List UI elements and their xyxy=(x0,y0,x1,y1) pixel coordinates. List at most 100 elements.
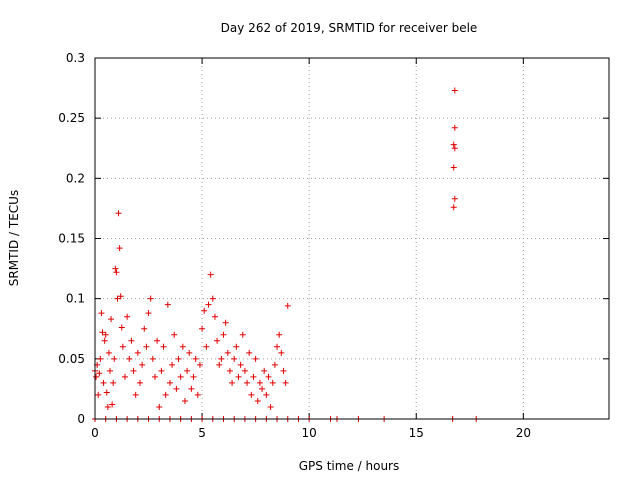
data-point xyxy=(114,295,121,302)
data-point xyxy=(136,379,143,386)
x-tick-label: 0 xyxy=(91,426,99,440)
data-point xyxy=(233,343,240,350)
data-point xyxy=(116,245,123,252)
data-point xyxy=(271,361,278,368)
data-point xyxy=(93,373,100,380)
data-point xyxy=(104,403,111,410)
y-tick-label: 0.3 xyxy=(66,51,85,65)
data-point xyxy=(246,349,253,356)
data-point xyxy=(188,385,195,392)
data-point xyxy=(218,355,225,362)
y-tick-label: 0.05 xyxy=(58,352,85,366)
data-point xyxy=(224,349,231,356)
data-point xyxy=(192,355,199,362)
data-point xyxy=(190,373,197,380)
data-point xyxy=(220,331,227,338)
data-point xyxy=(196,361,203,368)
data-point xyxy=(139,361,146,368)
data-point xyxy=(112,265,119,272)
data-point xyxy=(276,331,283,338)
data-point xyxy=(177,373,184,380)
data-point xyxy=(111,355,118,362)
data-point xyxy=(267,403,274,410)
data-point xyxy=(237,361,244,368)
data-point xyxy=(181,397,188,404)
data-point xyxy=(109,401,116,408)
y-tick-label: 0.25 xyxy=(58,111,85,125)
data-point xyxy=(229,379,236,386)
data-point xyxy=(261,367,268,374)
data-point xyxy=(450,141,457,148)
data-point xyxy=(214,337,221,344)
data-point xyxy=(278,349,285,356)
data-point xyxy=(451,145,458,152)
data-point xyxy=(186,349,193,356)
data-point xyxy=(103,389,110,396)
data-point xyxy=(96,370,103,377)
data-point xyxy=(209,295,216,302)
data-point xyxy=(97,355,104,362)
data-point xyxy=(280,367,287,374)
data-point xyxy=(147,295,154,302)
data-point xyxy=(451,195,458,202)
data-point xyxy=(248,391,255,398)
data-point xyxy=(226,367,233,374)
x-tick-label: 15 xyxy=(409,426,424,440)
data-point xyxy=(132,391,139,398)
data-point xyxy=(124,313,131,320)
chart-title: Day 262 of 2019, SRMTID for receiver bel… xyxy=(221,21,478,35)
data-point xyxy=(450,164,457,171)
data-point xyxy=(134,349,141,356)
data-point xyxy=(115,210,122,217)
data-point xyxy=(162,391,169,398)
data-point xyxy=(207,271,214,278)
data-point xyxy=(235,373,242,380)
data-point xyxy=(160,343,167,350)
data-point xyxy=(128,337,135,344)
data-point xyxy=(265,373,272,380)
y-tick-label: 0.2 xyxy=(66,171,85,185)
data-point xyxy=(256,379,263,386)
data-point xyxy=(205,301,212,308)
x-tick-label: 5 xyxy=(198,426,206,440)
data-point xyxy=(126,355,133,362)
data-point xyxy=(121,373,128,380)
data-point xyxy=(99,329,106,336)
data-point xyxy=(117,293,124,300)
data-point xyxy=(241,367,248,374)
data-point xyxy=(149,355,156,362)
data-point xyxy=(194,391,201,398)
data-point xyxy=(110,379,117,386)
data-point xyxy=(156,403,163,410)
data-point xyxy=(173,385,180,392)
x-tick-label: 20 xyxy=(516,426,531,440)
data-point xyxy=(158,367,165,374)
data-point xyxy=(98,310,105,317)
data-point xyxy=(282,379,289,386)
y-tick-label: 0.15 xyxy=(58,232,85,246)
data-point xyxy=(106,367,113,374)
data-point xyxy=(130,367,137,374)
data-point xyxy=(199,325,206,332)
data-point xyxy=(164,301,171,308)
x-tick-label: 10 xyxy=(302,426,317,440)
data-point xyxy=(231,355,238,362)
data-point xyxy=(169,361,176,368)
data-point xyxy=(179,343,186,350)
data-point xyxy=(201,307,208,314)
data-point xyxy=(244,379,251,386)
data-point xyxy=(113,269,120,276)
data-point xyxy=(274,343,281,350)
data-point xyxy=(250,373,257,380)
data-point xyxy=(171,331,178,338)
data-point xyxy=(451,87,458,94)
data-point xyxy=(108,316,115,323)
data-point xyxy=(284,302,291,309)
data-point xyxy=(450,204,457,211)
data-point xyxy=(118,324,125,331)
data-point xyxy=(102,331,109,338)
data-point xyxy=(239,331,246,338)
data-point xyxy=(166,379,173,386)
data-point xyxy=(105,349,112,356)
data-point xyxy=(263,391,270,398)
